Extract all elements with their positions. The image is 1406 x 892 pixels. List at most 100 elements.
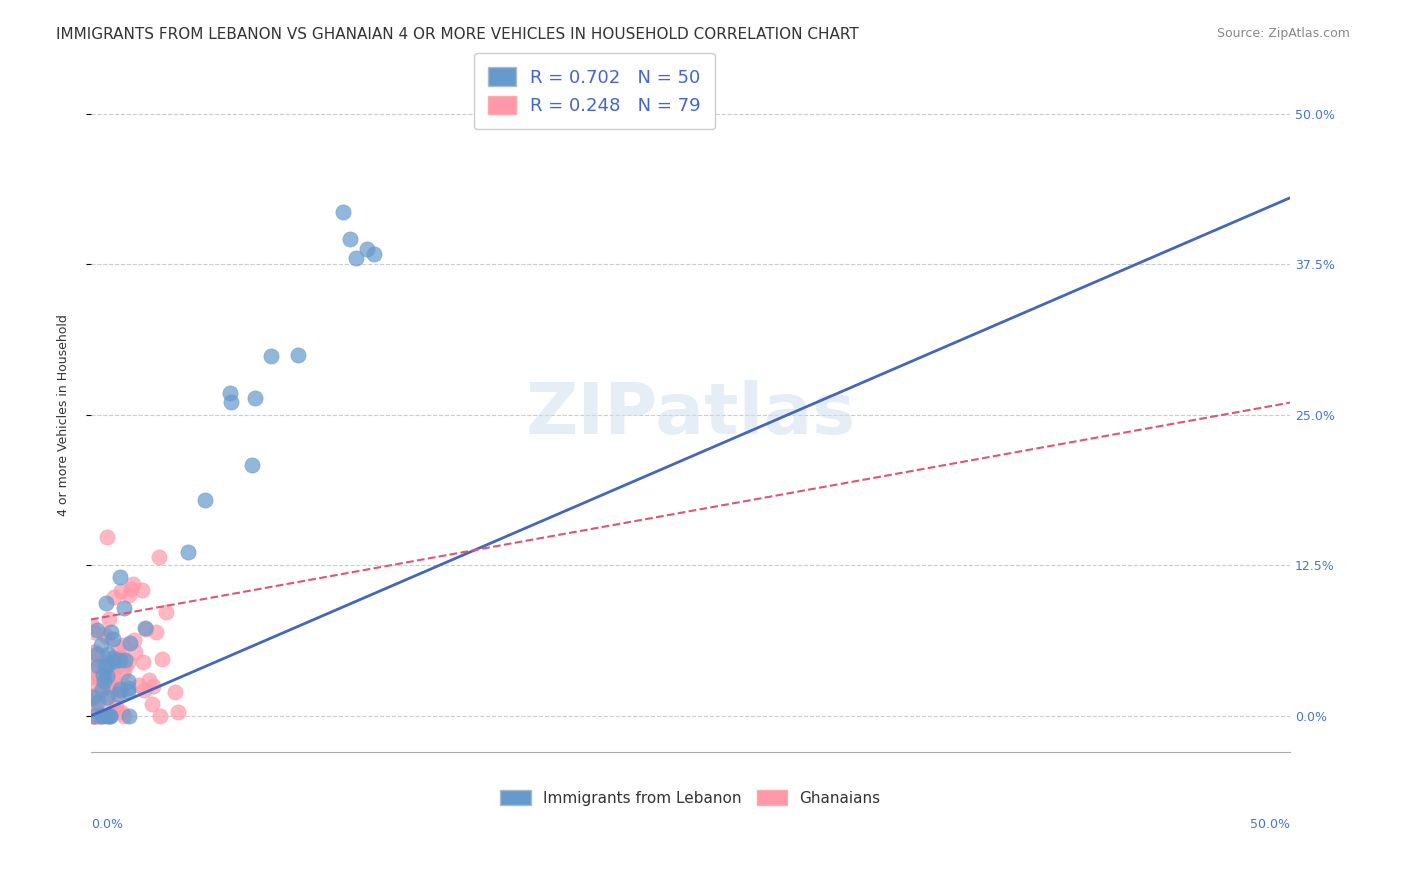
Point — [117, 708, 139, 723]
Point — [103, 590, 125, 604]
Point — [117, 588, 139, 602]
Point — [104, 678, 127, 692]
Point — [150, 652, 173, 666]
Point — [145, 625, 167, 640]
Point — [94, 687, 117, 701]
Point — [105, 700, 128, 714]
Point — [83, 676, 105, 690]
Point — [101, 632, 124, 646]
Point — [117, 681, 139, 695]
Point — [83, 645, 105, 659]
Legend: Immigrants from Lebanon, Ghanaians: Immigrants from Lebanon, Ghanaians — [494, 783, 887, 812]
Point — [89, 708, 111, 723]
Point — [141, 697, 163, 711]
Point — [93, 627, 115, 641]
Point — [110, 684, 132, 698]
Y-axis label: 4 or more Vehicles in Household: 4 or more Vehicles in Household — [58, 314, 70, 516]
Point — [96, 666, 118, 681]
Point — [117, 655, 139, 669]
Point — [96, 630, 118, 644]
Point — [94, 596, 117, 610]
Point — [98, 662, 121, 676]
Point — [148, 549, 170, 564]
Point — [84, 708, 107, 723]
Point — [339, 232, 361, 246]
Point — [83, 708, 105, 723]
Point — [110, 706, 132, 720]
Point — [90, 708, 112, 723]
Point — [96, 658, 118, 673]
Point — [243, 391, 266, 405]
Point — [83, 645, 105, 659]
Point — [101, 650, 124, 665]
Point — [166, 705, 188, 719]
Point — [83, 624, 105, 639]
Point — [89, 668, 111, 682]
Point — [83, 708, 105, 723]
Point — [131, 582, 153, 597]
Point — [121, 576, 143, 591]
Text: IMMIGRANTS FROM LEBANON VS GHANAIAN 4 OR MORE VEHICLES IN HOUSEHOLD CORRELATION : IMMIGRANTS FROM LEBANON VS GHANAIAN 4 OR… — [56, 27, 859, 42]
Point — [96, 530, 118, 544]
Point — [107, 687, 129, 701]
Point — [165, 685, 187, 699]
Point — [98, 708, 121, 723]
Point — [91, 668, 114, 682]
Point — [110, 650, 132, 665]
Point — [97, 647, 120, 661]
Point — [91, 708, 114, 723]
Point — [114, 660, 136, 674]
Point — [135, 622, 157, 636]
Point — [86, 653, 108, 667]
Point — [112, 600, 135, 615]
Point — [177, 545, 200, 559]
Point — [142, 679, 165, 693]
Point — [91, 669, 114, 683]
Point — [84, 688, 107, 702]
Point — [134, 621, 156, 635]
Point — [98, 708, 121, 723]
Point — [124, 644, 146, 658]
Point — [86, 647, 108, 661]
Point — [356, 242, 378, 256]
Point — [87, 695, 110, 709]
Point — [118, 635, 141, 649]
Point — [117, 674, 139, 689]
Text: 50.0%: 50.0% — [1250, 818, 1289, 831]
Point — [194, 493, 217, 508]
Point — [219, 386, 242, 401]
Point — [111, 666, 134, 681]
Point — [96, 690, 118, 704]
Point — [91, 682, 114, 697]
Point — [128, 678, 150, 692]
Point — [96, 708, 118, 723]
Point — [117, 683, 139, 698]
Point — [94, 659, 117, 673]
Point — [97, 666, 120, 681]
Point — [101, 669, 124, 683]
Point — [83, 708, 105, 723]
Point — [97, 612, 120, 626]
Point — [93, 673, 115, 688]
Point — [100, 679, 122, 693]
Point — [86, 623, 108, 637]
Text: ZIPatlas: ZIPatlas — [526, 380, 855, 450]
Point — [112, 708, 135, 723]
Point — [80, 708, 103, 723]
Point — [221, 395, 243, 409]
Point — [100, 625, 122, 640]
Point — [94, 650, 117, 665]
Point — [91, 683, 114, 698]
Point — [131, 656, 153, 670]
Point — [155, 605, 177, 619]
Point — [86, 708, 108, 723]
Point — [344, 251, 367, 265]
Point — [90, 638, 112, 652]
Point — [260, 349, 283, 363]
Point — [82, 690, 104, 704]
Point — [120, 582, 142, 597]
Point — [82, 649, 104, 664]
Point — [242, 458, 264, 472]
Point — [363, 246, 385, 260]
Text: 0.0%: 0.0% — [91, 818, 122, 831]
